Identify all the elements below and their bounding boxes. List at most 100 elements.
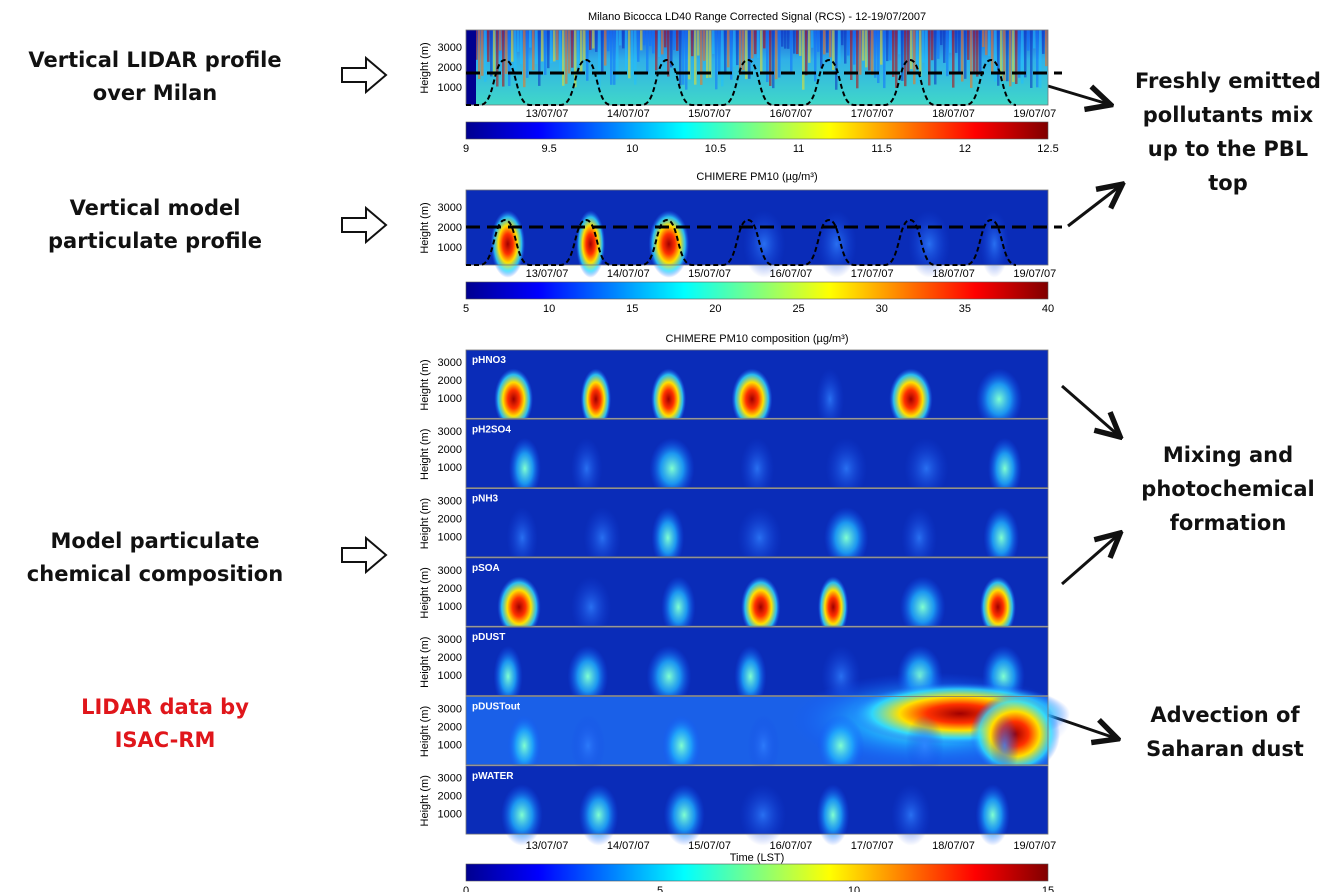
heatmap-cell: [1021, 30, 1024, 84]
heatmap-cell: [967, 30, 970, 60]
heatmap-cell: [574, 30, 577, 88]
y-tick-label: 2000: [438, 62, 462, 74]
heatmap-cell: [598, 30, 601, 90]
heatmap-cell: [775, 30, 778, 80]
heatmap-blob: [734, 645, 767, 708]
heatmap-blob: [731, 368, 773, 430]
heatmap-blob: [987, 437, 1022, 500]
heatmap-cell: [796, 30, 799, 55]
heatmap-cell: [976, 30, 979, 77]
colorbar-tick-label: 0: [463, 885, 469, 892]
heatmap-cell: [982, 30, 985, 48]
heatmap-cell: [595, 30, 598, 52]
heatmap-cell: [505, 30, 508, 74]
heatmap-cell: [889, 30, 892, 61]
x-tick-label: 15/07/07: [688, 108, 731, 120]
species-label: pWATER: [472, 771, 514, 782]
heatmap-cell: [835, 30, 838, 90]
heatmap-cell: [721, 30, 724, 87]
heatmap-cell: [652, 30, 655, 54]
heatmap-cell: [622, 30, 625, 49]
heatmap-cell: [1033, 30, 1036, 49]
heatmap-cell: [925, 30, 928, 72]
y-tick-label: 1000: [438, 242, 462, 254]
plot-frame: [465, 626, 1049, 696]
heatmap-cell: [847, 30, 850, 56]
heatmap-cell: [664, 30, 667, 48]
heatmap-cell: [787, 30, 790, 49]
y-tick-label: 2000: [438, 583, 462, 595]
heatmap-cell: [613, 30, 616, 85]
heatmap-cell: [619, 30, 622, 46]
heatmap-cell: [985, 30, 988, 56]
heatmap-cell: [682, 30, 685, 85]
species-label: pSOA: [472, 563, 500, 574]
plot-frame: [465, 349, 1049, 419]
heatmap-cell: [1027, 30, 1030, 51]
y-axis-label: Height (m): [419, 202, 431, 253]
heatmap-blob: [494, 368, 534, 430]
plot-frame: [465, 557, 1049, 627]
left-label: chemical composition: [27, 562, 283, 586]
heatmap-blob: [497, 576, 541, 638]
heatmap-cell: [898, 30, 901, 55]
heatmap-blob: [661, 576, 696, 638]
colorbar-tick-label: 10: [626, 143, 638, 155]
left-label: Vertical model: [70, 196, 241, 220]
y-tick-label: 2000: [438, 721, 462, 733]
heatmap-cell: [931, 30, 934, 61]
heatmap-cell: [772, 30, 775, 89]
heatmap-cell: [829, 30, 832, 58]
y-axis-label: Height (m): [419, 498, 431, 549]
heatmap-cell: [961, 30, 964, 82]
colorbar-tick-label: 11.5: [871, 143, 892, 155]
heatmap-cell: [667, 30, 670, 77]
heatmap-blob: [651, 368, 687, 430]
credit: LIDAR data by: [81, 695, 249, 719]
heatmap-cell: [964, 30, 967, 79]
heatmap-cell: [868, 30, 871, 71]
y-tick-label: 1000: [438, 601, 462, 613]
y-tick-label: 2000: [438, 791, 462, 803]
y-tick-label: 1000: [438, 393, 462, 405]
y-tick-label: 1000: [438, 739, 462, 751]
y-tick-label: 3000: [438, 565, 462, 577]
heatmap-cell: [994, 30, 997, 82]
heatmap-cell: [934, 30, 937, 85]
heatmap-cell: [979, 30, 982, 72]
colorbar-tick-label: 35: [959, 303, 971, 315]
heatmap-cell: [568, 30, 571, 74]
colorbar-tick-label: 9: [463, 143, 469, 155]
y-axis-label: Height (m): [419, 567, 431, 618]
heatmap-cell: [631, 30, 634, 76]
y-tick-label: 3000: [438, 357, 462, 369]
left-label: particulate profile: [48, 229, 262, 253]
heatmap-cell: [802, 30, 805, 90]
heatmap-cell: [757, 30, 760, 59]
x-tick-label: 18/07/07: [932, 108, 975, 120]
heatmap-blob: [904, 437, 949, 500]
heatmap-blob: [662, 714, 701, 777]
heatmap: [465, 349, 1049, 430]
heatmap-cell: [727, 30, 730, 68]
x-tick-label: 19/07/07: [1013, 840, 1056, 852]
heatmap-cell: [655, 30, 658, 71]
plot-frame: [465, 418, 1049, 488]
annotation: formation: [1170, 511, 1287, 535]
heatmap-blob: [651, 507, 685, 569]
annotation-arrows: [1029, 86, 1120, 738]
y-tick-label: 2000: [438, 514, 462, 526]
heatmap-blob: [990, 714, 1020, 777]
heatmap-blob: [648, 210, 690, 278]
y-tick-label: 3000: [438, 634, 462, 646]
left-label: Model particulate: [51, 529, 260, 553]
heatmap-blob: [507, 714, 542, 777]
heatmap-cell: [481, 30, 484, 76]
heatmap-blob: [816, 368, 845, 430]
heatmap-cell: [919, 30, 922, 76]
y-axis-label: Height (m): [419, 637, 431, 688]
annotation: Mixing and: [1163, 443, 1293, 467]
species-label: pH2SO4: [472, 424, 511, 435]
plot-frame: [465, 696, 1049, 766]
heatmap-cell: [565, 30, 568, 84]
